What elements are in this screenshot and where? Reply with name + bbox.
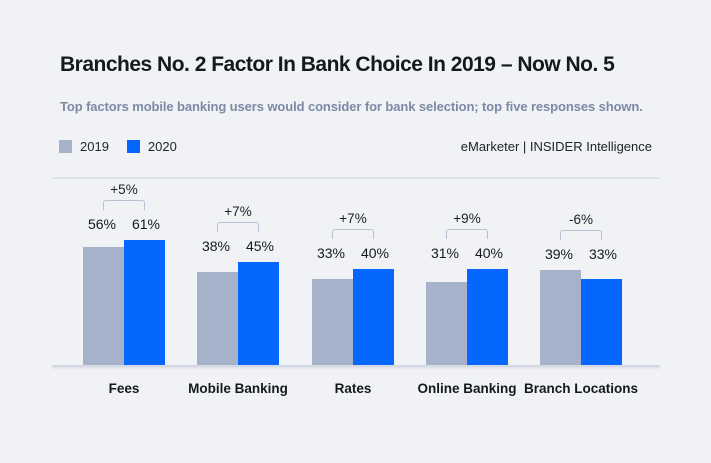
legend: 2019 2020 xyxy=(59,139,177,154)
value-label-2019: 39% xyxy=(544,246,574,262)
x-axis-line xyxy=(52,365,660,367)
legend-label-2019: 2019 xyxy=(80,139,109,154)
value-label-2019: 33% xyxy=(316,245,346,261)
bar-2020 xyxy=(581,279,622,365)
bar-pair xyxy=(426,269,508,365)
bar-group: +7% 33% 40% xyxy=(312,211,394,365)
bar-pair xyxy=(540,270,622,365)
value-label-2019: 31% xyxy=(430,245,460,261)
bar-pair xyxy=(83,240,165,365)
bar-2019 xyxy=(312,279,353,365)
bar-2019 xyxy=(426,282,467,365)
delta-label: -6% xyxy=(568,212,593,227)
value-label-2019: 38% xyxy=(201,238,231,254)
value-label-2020: 45% xyxy=(245,238,275,254)
value-label-2020: 61% xyxy=(131,216,161,232)
category-label: Mobile Banking xyxy=(188,381,288,396)
bar-2019 xyxy=(83,247,124,365)
delta-bracket-icon xyxy=(446,229,488,239)
legend-item-2019: 2019 xyxy=(59,139,109,154)
legend-item-2020: 2020 xyxy=(126,139,177,154)
plot-top-gridline xyxy=(52,177,660,179)
value-labels: 31% 40% xyxy=(423,245,511,261)
delta-bracket-icon xyxy=(560,230,602,240)
bar-2020 xyxy=(467,269,508,365)
bar-2020 xyxy=(238,262,279,365)
source-attribution: eMarketer | INSIDER Intelligence xyxy=(460,139,652,154)
delta-label: +5% xyxy=(110,182,138,197)
legend-swatch-2019-icon xyxy=(59,140,72,153)
legend-label-2020: 2020 xyxy=(147,139,177,154)
value-label-2020: 33% xyxy=(588,246,618,262)
bar-2019 xyxy=(540,270,581,365)
meta-row: 2019 2020 eMarketer | INSIDER Intelligen… xyxy=(59,139,652,154)
legend-swatch-2020-icon xyxy=(126,140,140,153)
value-labels: 39% 33% xyxy=(537,246,625,262)
value-label-2020: 40% xyxy=(474,245,504,261)
value-label-2020: 40% xyxy=(360,245,390,261)
delta-label: +7% xyxy=(339,211,367,226)
bar-group: +5% 56% 61% xyxy=(83,182,165,365)
bar-2020 xyxy=(124,240,165,365)
value-labels: 56% 61% xyxy=(80,216,168,232)
bar-2019 xyxy=(197,272,238,365)
category-label: Online Banking xyxy=(417,381,517,396)
value-labels: 33% 40% xyxy=(309,245,397,261)
delta-label: +9% xyxy=(453,211,481,226)
delta-bracket-icon xyxy=(217,222,259,232)
value-label-2019: 56% xyxy=(87,216,117,232)
category-label: Branch Locations xyxy=(523,381,639,396)
chart-subtitle: Top factors mobile banking users would c… xyxy=(60,99,643,114)
bar-chart: +5% 56% 61% +7% 38% 45% +7% 33% 40% +9% 31% 40% -6% 3… xyxy=(0,177,711,367)
bar-group: +9% 31% 40% xyxy=(426,211,508,365)
delta-bracket-icon xyxy=(332,229,374,239)
bar-pair xyxy=(312,269,394,365)
delta-label: +7% xyxy=(224,204,252,219)
category-label: Rates xyxy=(334,381,372,396)
category-label: Fees xyxy=(108,381,140,396)
plot-area: +5% 56% 61% +7% 38% 45% +7% 33% 40% +9% 31% 40% -6% 3… xyxy=(0,177,711,367)
bar-group: -6% 39% 33% xyxy=(540,212,622,365)
bar-group: +7% 38% 45% xyxy=(197,204,279,365)
bar-pair xyxy=(197,262,279,365)
bar-2020 xyxy=(353,269,394,365)
chart-title: Branches No. 2 Factor In Bank Choice In … xyxy=(60,53,615,76)
value-labels: 38% 45% xyxy=(194,238,282,254)
category-labels: Fees Mobile Banking Rates Online Banking Bra… xyxy=(0,381,711,401)
delta-bracket-icon xyxy=(103,200,145,210)
